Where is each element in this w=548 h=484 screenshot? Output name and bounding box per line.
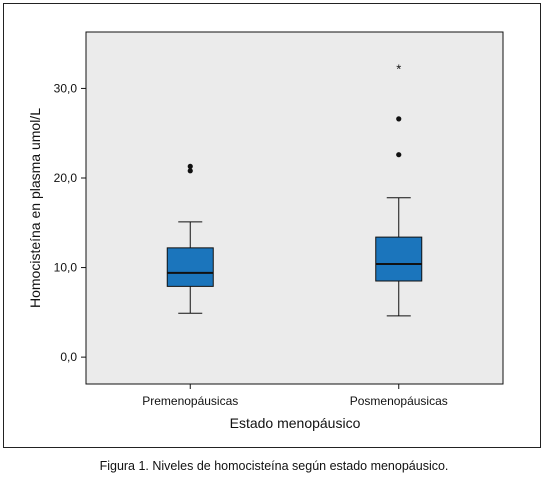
y-tick-label: 10,0 bbox=[54, 261, 78, 275]
x-axis-title: Estado menopáusico bbox=[230, 415, 361, 431]
y-tick-label: 30,0 bbox=[54, 81, 78, 95]
outlier-point bbox=[396, 116, 402, 122]
y-tick-label: 0,0 bbox=[60, 350, 77, 364]
extreme-point: * bbox=[396, 62, 401, 77]
x-tick-label: Posmenopáusicas bbox=[350, 394, 448, 408]
box-posmenopausicas: * bbox=[375, 62, 423, 317]
y-tick-label: 20,0 bbox=[54, 171, 78, 185]
y-axis: 0,0 10,0 20,0 30,0 bbox=[54, 81, 86, 364]
plot-area bbox=[85, 31, 504, 385]
outlier-point bbox=[187, 168, 193, 174]
box-plot-chart: 0,0 10,0 20,0 30,0 Premenopáusicas Posmenopá… bbox=[27, 31, 504, 431]
y-axis-title: Homocisteína en plasma umol/L bbox=[27, 108, 43, 308]
figure-caption: Figura 1. Niveles de homocisteína según … bbox=[99, 459, 449, 473]
x-tick-label: Premenopáusicas bbox=[142, 394, 238, 408]
outlier-point bbox=[396, 152, 402, 158]
boxes-group: * bbox=[166, 62, 423, 317]
outlier-point bbox=[187, 163, 193, 169]
iqr-box bbox=[375, 236, 423, 282]
x-axis: Premenopáusicas Posmenopáusicas bbox=[142, 384, 448, 408]
iqr-box bbox=[166, 247, 214, 287]
box-premenopausicas bbox=[166, 163, 214, 314]
